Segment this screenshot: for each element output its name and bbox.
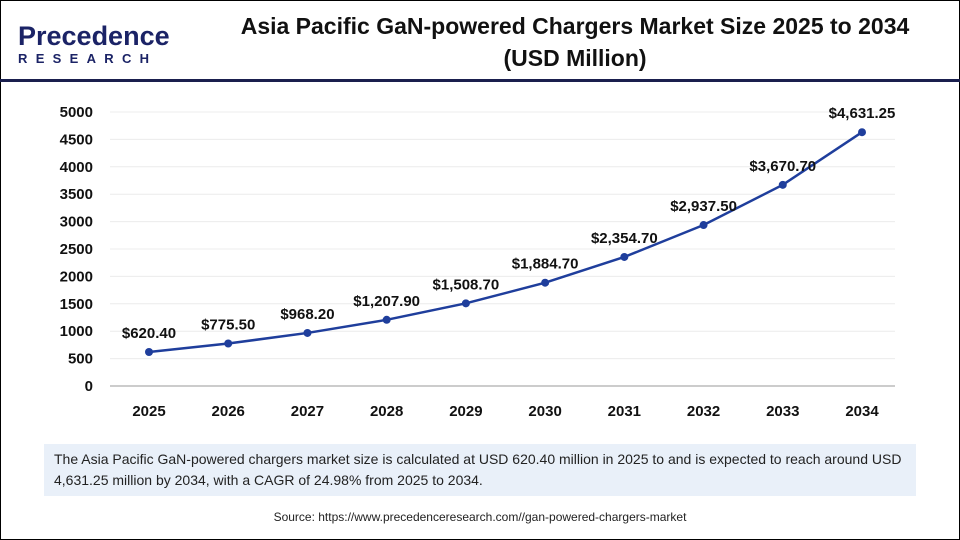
y-tick-label: 500 — [68, 351, 93, 368]
data-point — [541, 278, 550, 287]
x-tick-label: 2025 — [132, 403, 165, 420]
y-tick-label: 4500 — [60, 131, 93, 148]
data-point — [858, 128, 866, 137]
header-divider — [0, 79, 960, 82]
data-label: $2,937.50 — [670, 198, 737, 215]
y-tick-label: 1500 — [60, 296, 93, 313]
x-tick-label: 2033 — [766, 403, 799, 420]
y-tick-label: 4000 — [60, 159, 93, 176]
data-point — [461, 299, 470, 308]
x-tick-label: 2032 — [687, 403, 720, 420]
logo: Precedence RESEARCH — [18, 22, 170, 66]
data-point — [778, 180, 787, 189]
data-point — [303, 328, 312, 337]
title-line-1: Asia Pacific GaN-powered Chargers Market… — [240, 13, 910, 39]
y-tick-label: 3500 — [60, 186, 93, 203]
y-tick-label: 2500 — [60, 241, 93, 258]
x-tick-label: 2030 — [528, 403, 561, 420]
source-text: Source: https://www.precedenceresearch.c… — [273, 510, 687, 524]
data-label: $968.20 — [280, 306, 334, 323]
data-point — [620, 252, 629, 261]
data-point — [224, 339, 233, 348]
series-line — [148, 131, 863, 354]
y-tick-label: 3000 — [60, 214, 93, 231]
data-label: $1,884.70 — [512, 256, 579, 273]
data-label: $2,354.70 — [591, 230, 658, 247]
data-point — [699, 221, 708, 230]
x-tick-label: 2029 — [449, 403, 482, 420]
data-label: $4,631.25 — [829, 105, 896, 122]
data-label: $1,508.70 — [433, 276, 500, 293]
x-tick-label: 2026 — [212, 403, 245, 420]
data-point — [382, 315, 391, 324]
title-line-2: (USD Million) — [503, 45, 647, 71]
x-tick-label: 2027 — [291, 403, 324, 420]
caption-box: The Asia Pacific GaN-powered chargers ma… — [44, 444, 916, 496]
data-label: $3,670.70 — [749, 158, 816, 175]
y-tick-label: 2000 — [60, 268, 93, 285]
x-tick-label: 2031 — [608, 403, 641, 420]
y-tick-label: 5000 — [60, 104, 93, 121]
data-label: $775.50 — [201, 317, 255, 334]
logo-text: Precedence — [18, 21, 170, 51]
y-tick-label: 1000 — [60, 323, 93, 340]
x-tick-label: 2034 — [845, 403, 879, 420]
y-tick-label: 0 — [85, 378, 93, 395]
logo-subtext: RESEARCH — [18, 51, 158, 66]
data-point — [145, 348, 153, 357]
data-label: $620.40 — [122, 325, 176, 342]
data-label: $1,207.90 — [353, 293, 420, 310]
chart-title: Asia Pacific GaN-powered Chargers Market… — [190, 10, 960, 74]
line-chart: 0 500 1000 1500 2000 2500 3000 3500 4000 4500 5000… — [60, 104, 896, 420]
x-tick-label: 2028 — [370, 403, 403, 420]
